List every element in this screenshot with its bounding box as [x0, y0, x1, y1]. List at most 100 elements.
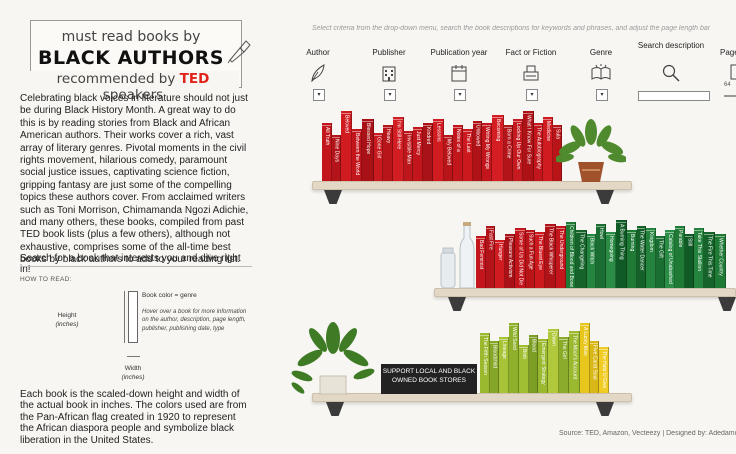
book-title: The Girl: [561, 341, 567, 359]
book-spine[interactable]: Kingdom: [646, 228, 656, 288]
book-spine[interactable]: Dawn: [548, 329, 559, 393]
book-spine[interactable]: Unbowed: [473, 121, 482, 181]
book-spine[interactable]: Lessons: [433, 119, 444, 181]
book-spine[interactable]: Still: [685, 234, 694, 288]
book-spine[interactable]: The Underground: [556, 226, 566, 288]
book-spine[interactable]: Bad Feminist: [476, 236, 486, 288]
book-spine[interactable]: Such a Fun Age: [526, 230, 535, 288]
book-spine[interactable]: The Water Dancer: [637, 226, 646, 288]
book-title: Sula: [554, 129, 561, 140]
book-spine[interactable]: Some of Us Did Not Die: [515, 228, 526, 288]
book-spine[interactable]: All Truth: [322, 123, 332, 181]
book-title: Bloodchild: [491, 345, 498, 369]
book-spine[interactable]: My Beloved: [444, 135, 453, 181]
book-spine[interactable]: What I Know For Sure: [523, 111, 534, 181]
book-spine[interactable]: Pleasure Activism: [505, 234, 515, 288]
filter-author-label: Author: [306, 48, 330, 57]
book-spine[interactable]: Between the World: [352, 129, 362, 181]
book-title: Children of Blood and Bone: [568, 226, 574, 288]
book-title: Binti: [521, 349, 527, 359]
book-spine[interactable]: Gone Girl: [374, 133, 383, 181]
book-spine[interactable]: The Fifth Season: [480, 333, 490, 393]
book-spine[interactable]: Kindred: [423, 123, 433, 181]
book-spine[interactable]: Beloved: [341, 111, 352, 181]
book-spine[interactable]: Bloodchild: [490, 341, 499, 393]
shelf-1: [312, 181, 632, 190]
book-title: Homegoing: [608, 236, 614, 262]
book-spine[interactable]: Notes of a: [453, 125, 463, 181]
book-spine[interactable]: The Autobiography: [534, 123, 543, 181]
book-spine[interactable]: Take This Stallion: [694, 228, 704, 288]
book-title: Hunger: [497, 244, 503, 261]
search-description-input[interactable]: [638, 91, 710, 101]
book-spine[interactable]: Invisible Man: [404, 131, 413, 181]
page-length-slider[interactable]: [724, 95, 736, 97]
book-spine[interactable]: The Black Whisperer: [545, 224, 556, 288]
divider: [20, 266, 252, 267]
publisher-dropdown[interactable]: ▾: [384, 89, 396, 101]
book-spine[interactable]: Locking Up Our Own: [513, 119, 523, 181]
book-spine[interactable]: The Moor's Account: [569, 331, 580, 393]
page-icon: [730, 64, 736, 80]
book-spine[interactable]: Catalog of Unabashed: [665, 230, 675, 288]
filter-page: Page: [706, 48, 736, 81]
book-title: Bad Feminist: [478, 240, 484, 270]
book-title: Gone Girl: [375, 137, 382, 159]
book-spine[interactable]: Blessed Hope: [362, 119, 374, 181]
typewriter-icon: [523, 65, 539, 81]
book-spine[interactable]: The Gift: [656, 236, 665, 288]
book-title: Burning: [629, 234, 635, 252]
genre-dropdown[interactable]: ▾: [596, 89, 608, 101]
book-spine[interactable]: Just Mercy: [413, 127, 423, 181]
book-spine[interactable]: The Changeling: [576, 230, 587, 288]
book-spine[interactable]: Parable: [675, 226, 685, 288]
book-spine[interactable]: The Girl: [559, 337, 569, 393]
title-prefix: recommended by: [56, 71, 180, 87]
book-spine[interactable]: Born a Crime: [504, 125, 513, 181]
book-spine[interactable]: Whether Country: [715, 234, 726, 288]
book-title: Writing My Wrongs: [484, 127, 490, 170]
book-spine[interactable]: The Hate U Give: [599, 347, 609, 393]
book-title: A Lucky Man: [582, 327, 588, 356]
book-spine[interactable]: Wild Seed: [509, 323, 519, 393]
book-spine[interactable]: Lineage: [499, 337, 509, 393]
book-spine[interactable]: Five Carat Soul: [590, 341, 599, 393]
book-title: Unbowed: [474, 125, 481, 147]
filter-genre-label: Genre: [589, 48, 613, 57]
height-legend: Height (inches): [42, 311, 92, 329]
title-line-2: BLACK AUTHORS: [38, 47, 224, 69]
book-spine[interactable]: Blood: [529, 335, 538, 393]
book-spine[interactable]: The Last: [463, 129, 473, 181]
book-title: The Fifth Season: [482, 337, 488, 376]
book-spine[interactable]: I'm Still Here: [393, 117, 404, 181]
book-spine[interactable]: Hunger: [495, 240, 505, 288]
book-spine[interactable]: Writing My Wrongs: [482, 123, 492, 181]
book-spine[interactable]: Heavy: [383, 125, 393, 181]
book-title: Howl: [598, 228, 604, 240]
filter-genre: Genre: [566, 48, 636, 83]
book-title: The Bluest Eye: [537, 236, 543, 270]
book-spine[interactable]: Becoming: [492, 115, 504, 181]
book-spine[interactable]: Nine Days: [332, 135, 341, 181]
book-spine[interactable]: Black Witch: [587, 234, 596, 288]
book-spine[interactable]: Burning: [627, 230, 637, 288]
book-title: Heavy: [385, 129, 391, 144]
author-dropdown[interactable]: ▾: [313, 89, 325, 101]
book-spine[interactable]: The Bluest Eye: [535, 232, 545, 288]
book-title: Whether Country: [717, 238, 724, 276]
book-spine[interactable]: Children of Blood and Bone: [566, 222, 576, 288]
book-spine[interactable]: The Fire This Time: [704, 232, 715, 288]
book-spine[interactable]: A Lucky Man: [580, 323, 590, 393]
book-spine[interactable]: Homegoing: [606, 232, 616, 288]
book-spine[interactable]: Howl: [596, 224, 606, 288]
book-spine[interactable]: Medicine: [543, 117, 553, 181]
shelf-bracket: [326, 402, 344, 416]
calendar-icon: [451, 65, 467, 82]
fact-fiction-dropdown[interactable]: ▾: [526, 89, 538, 101]
book-spine[interactable]: Fast Fire: [486, 226, 495, 288]
book-color-legend: Book color = genre: [142, 292, 197, 299]
book-spine[interactable]: A Burning Thing: [616, 220, 627, 288]
publication-year-dropdown[interactable]: ▾: [454, 89, 466, 101]
book-spine[interactable]: Emergent Strategy: [538, 339, 548, 393]
book-spine[interactable]: Binti: [519, 345, 529, 393]
